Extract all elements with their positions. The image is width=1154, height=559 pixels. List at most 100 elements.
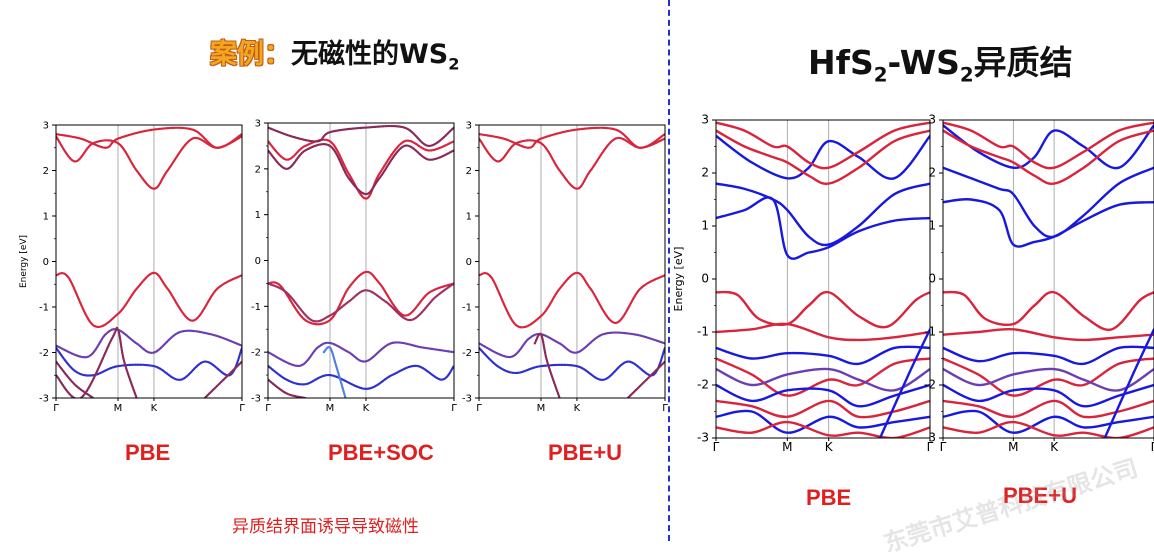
- left-title-sub: 2: [448, 54, 460, 74]
- band-line: [878, 328, 930, 438]
- y-tick-label: 3: [43, 121, 49, 132]
- x-tick-label: M: [1008, 440, 1018, 454]
- right-title-part3: 异质结: [973, 43, 1073, 82]
- y-axis-label: Energy [eV]: [19, 235, 29, 288]
- y-tick-label: -1: [251, 302, 261, 313]
- band-line: [716, 121, 930, 170]
- band-line: [943, 166, 1154, 239]
- band-line: [943, 409, 1154, 434]
- band-line: [56, 346, 242, 381]
- band-line: [268, 270, 454, 326]
- band-panel-4: -3 -2 -1 0 1 2 3 Γ M K Γ Energy [eV]: [672, 113, 934, 455]
- y-tick-label: 1: [466, 212, 472, 223]
- y-tick-label: 0: [701, 272, 709, 286]
- band-line: [268, 282, 454, 323]
- band-line: [716, 134, 930, 180]
- bands-group: [943, 121, 1154, 438]
- y-tick-label: 2: [928, 166, 936, 180]
- band-line: [716, 383, 930, 408]
- band-line: [943, 327, 1154, 342]
- band-line: [716, 129, 930, 185]
- y-tick-label: 3: [701, 113, 709, 127]
- section-divider: [668, 0, 670, 541]
- right-title-part1: HfS: [808, 43, 874, 82]
- x-tick-label: K: [151, 403, 158, 414]
- x-tick-label: Γ: [713, 440, 720, 454]
- band-line: [716, 322, 930, 342]
- band-line: [716, 196, 930, 260]
- y-tick-label: -3: [39, 394, 49, 405]
- x-tick-label: Γ: [451, 403, 457, 414]
- band-line: [268, 364, 454, 390]
- y-tick-label: -2: [462, 348, 472, 359]
- band-line: [479, 271, 665, 329]
- x-tick-label: K: [363, 403, 370, 414]
- band-line: [56, 360, 95, 398]
- y-tick-label: 2: [255, 164, 261, 175]
- band-panel-3: -3 -2 -1 0 1 2 3 Γ M K Γ: [462, 121, 668, 415]
- band-line: [626, 360, 665, 398]
- y-tick-label: -3: [251, 394, 261, 405]
- y-tick-label: 1: [255, 210, 261, 221]
- band-line: [716, 367, 930, 392]
- x-tick-label: Γ: [662, 403, 668, 414]
- band-line: [203, 360, 242, 398]
- band-panel-5: -3 -2 -1 0 1 2 3 Γ M K Γ: [924, 113, 1154, 454]
- right-title-sub2: 2: [959, 63, 974, 87]
- right-title-part2: -WS: [887, 43, 960, 82]
- band-line: [716, 357, 930, 397]
- band-line: [716, 399, 930, 419]
- band-line: [943, 357, 1154, 397]
- band-line: [268, 138, 454, 200]
- y-tick-label: 3: [928, 113, 936, 127]
- y-tick-label: 3: [255, 119, 261, 130]
- band-panel-2: -3 -2 -1 0 1 2 3 Γ M K Γ: [251, 119, 457, 415]
- band-panel-1: -3 -2 -1 0 1 2 3 Γ M K Γ Energy [eV]: [19, 121, 245, 415]
- band-line: [716, 182, 930, 247]
- y-tick-label: -2: [251, 348, 261, 359]
- interface-magnetism-note: 异质结界面诱导导致磁性: [232, 517, 419, 537]
- y-axis-label: Energy [eV]: [672, 247, 685, 312]
- x-tick-label: Γ: [53, 403, 59, 414]
- plot-frame: [267, 122, 455, 399]
- bands-group: [56, 126, 242, 398]
- panel-label-pbe-soc: PBE+SOC: [328, 440, 434, 465]
- y-tick-label: -3: [697, 431, 709, 445]
- x-tick-label: M: [537, 403, 546, 414]
- y-tick-label: -2: [924, 378, 936, 392]
- x-tick-label: Γ: [1151, 440, 1154, 454]
- y-tick-label: -3: [924, 431, 936, 445]
- right-title: HfS2-WS2异质结: [808, 36, 1073, 87]
- x-tick-label: Γ: [476, 403, 482, 414]
- x-tick-label: Γ: [265, 403, 271, 414]
- y-tick-label: 0: [43, 257, 49, 268]
- band-line: [268, 341, 454, 368]
- y-tick-label: 0: [466, 257, 472, 268]
- band-line: [56, 328, 242, 359]
- band-line: [56, 135, 242, 190]
- band-line: [268, 124, 454, 148]
- band-line: [943, 399, 1154, 419]
- y-tick-label: -2: [697, 378, 709, 392]
- y-tick-label: 0: [255, 256, 261, 267]
- panel-label-pbe-right: PBE: [806, 485, 852, 510]
- band-line: [943, 124, 1154, 170]
- y-tick-label: -3: [462, 394, 472, 405]
- x-tick-label: K: [574, 403, 581, 414]
- band-line: [322, 345, 347, 398]
- right-title-sub1: 2: [873, 63, 888, 87]
- x-tick-label: K: [825, 440, 834, 454]
- bands-group: [479, 126, 665, 398]
- band-line: [56, 126, 242, 149]
- y-tick-label: 1: [701, 219, 709, 233]
- x-tick-label: M: [114, 403, 123, 414]
- y-tick-label: -1: [39, 303, 49, 314]
- y-tick-label: -1: [462, 303, 472, 314]
- y-tick-label: 1: [928, 219, 936, 233]
- y-tick-label: 1: [43, 212, 49, 223]
- x-tick-label: M: [782, 440, 792, 454]
- y-tick-label: 2: [43, 166, 49, 177]
- band-line: [943, 345, 1154, 366]
- case-label: 案例：: [210, 39, 291, 70]
